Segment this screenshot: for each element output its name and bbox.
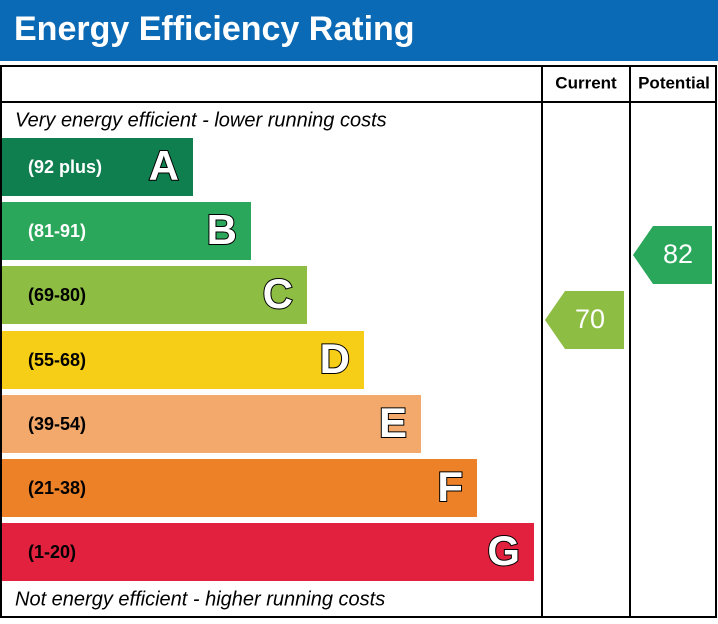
current-value: 70 <box>575 304 605 334</box>
band-letter: D <box>320 335 350 382</box>
band-range: (1-20) <box>28 542 76 562</box>
band-letter: A <box>149 142 179 189</box>
bands: (92 plus) A (81-91) B (69-80) C (55-68) D (39-54… <box>2 138 534 581</box>
bottom-note: Not energy efficient - higher running co… <box>15 588 385 610</box>
top-note: Very energy efficient - lower running co… <box>15 109 387 131</box>
title-bar <box>0 0 718 61</box>
band-letter: G <box>487 527 520 574</box>
band-letter: F <box>437 463 463 510</box>
band <box>2 459 477 517</box>
band <box>2 523 534 581</box>
band-range: (92 plus) <box>28 157 102 177</box>
band <box>2 138 193 196</box>
column-header: Potential <box>638 73 710 92</box>
band <box>2 266 307 324</box>
potential-value: 82 <box>663 239 693 269</box>
band <box>2 395 421 453</box>
band-range: (39-54) <box>28 414 86 434</box>
current-arrow <box>545 291 624 349</box>
band-range: (69-80) <box>28 285 86 305</box>
band-letter: C <box>263 270 293 317</box>
title: Energy Efficiency Rating <box>14 10 415 48</box>
band <box>2 202 251 260</box>
potential-arrow <box>633 226 712 284</box>
band-letter: E <box>379 399 407 446</box>
frame <box>0 65 717 618</box>
band <box>2 331 364 389</box>
band-range: (21-38) <box>28 478 86 498</box>
band-range: (81-91) <box>28 221 86 241</box>
band-range: (55-68) <box>28 350 86 370</box>
column-header: Current <box>555 73 617 92</box>
band-letter: B <box>207 206 237 253</box>
